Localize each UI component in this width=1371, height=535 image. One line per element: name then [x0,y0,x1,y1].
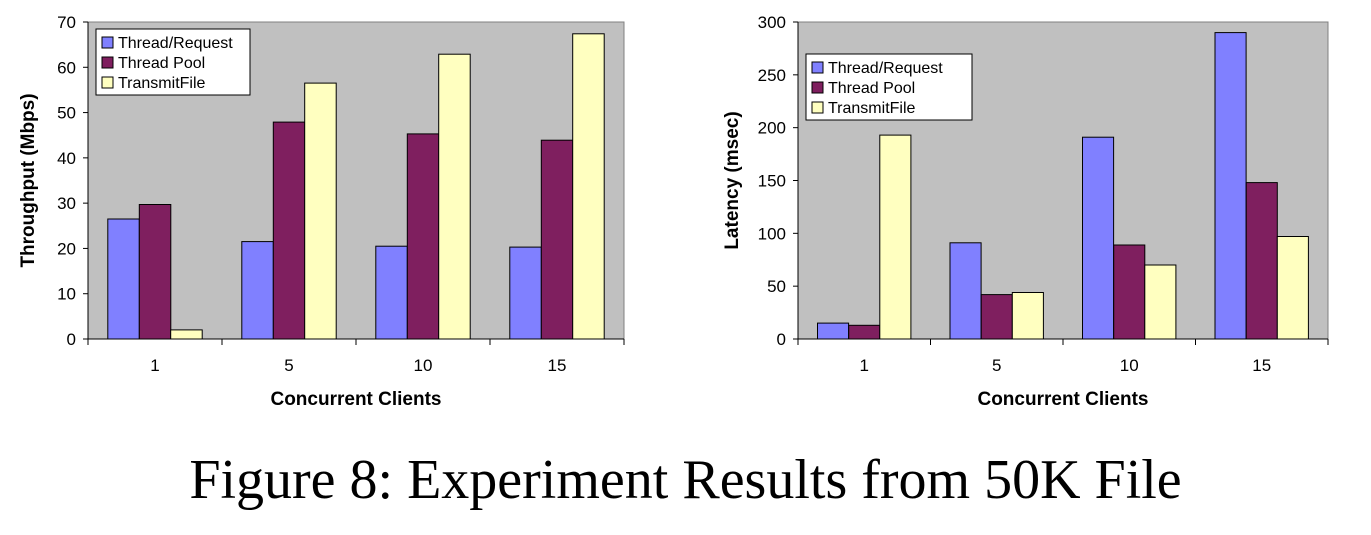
bar-thread-request-5 [949,242,982,340]
legend-label: TransmitFile [828,100,916,117]
bar-transmitfile-5 [304,82,337,340]
legend-box [95,28,251,96]
x-tick-label: 15 [1252,356,1271,375]
y-tick-label: 100 [758,224,786,243]
x-tick-label: 5 [992,356,1001,375]
x-tick-label: 1 [860,356,869,375]
bar-transmitfile-10 [1144,264,1177,340]
y-tick-label: 200 [758,119,786,138]
x-axis-title: Concurrent Clients [270,389,441,410]
bar-thread-pool-15 [540,139,574,340]
legend-swatch [811,61,824,74]
bar-thread-pool-15 [1245,182,1278,340]
y-tick-label: 150 [758,172,786,191]
y-tick-label: 50 [767,277,786,296]
bar-transmitfile-10 [438,53,471,340]
figure-caption: Figure 8: Experiment Results from 50K Fi… [189,449,1182,511]
y-axis-title: Latency (msec) [722,111,743,249]
bar-thread-pool-5 [980,294,1013,340]
bar-transmitfile-15 [572,33,605,340]
bar-transmitfile-1 [879,134,912,340]
y-tick-label: 300 [758,13,786,32]
y-tick-label: 30 [57,194,76,213]
y-axis-title: Throughput (Mbps) [18,93,39,267]
legend-label: Thread Pool [118,55,205,72]
legend-swatch [101,36,114,49]
bar-thread-request-1 [107,218,140,340]
bar-thread-request-10 [375,245,408,340]
legend-box [805,53,973,121]
legend-label: Thread/Request [118,35,233,52]
bar-thread-pool-10 [1113,244,1146,340]
bar-thread-request-10 [1082,136,1115,340]
y-tick-label: 70 [57,13,76,32]
bar-thread-request-15 [1214,32,1247,340]
bar-thread-pool-1 [848,324,881,340]
y-tick-label: 0 [777,330,786,349]
legend-swatch [101,56,114,69]
legend-swatch [811,101,824,114]
y-tick-label: 250 [758,66,786,85]
legend-swatch [811,81,824,94]
bar-thread-request-5 [241,241,274,340]
bar-thread-pool-5 [272,121,306,340]
legend-swatch [101,76,114,89]
bar-thread-request-1 [817,322,850,340]
bar-transmitfile-5 [1011,292,1044,340]
bar-transmitfile-1 [170,329,203,340]
x-axis-title: Concurrent Clients [977,389,1148,410]
x-tick-label: 15 [548,356,567,375]
bar-thread-pool-1 [138,204,172,340]
y-tick-label: 20 [57,239,76,258]
legend-label: Thread/Request [828,60,943,77]
legend-label: Thread Pool [828,80,915,97]
x-tick-label: 10 [1120,356,1139,375]
y-tick-label: 60 [57,58,76,77]
x-tick-label: 1 [150,356,159,375]
bar-thread-request-15 [509,246,542,340]
y-tick-label: 0 [67,330,76,349]
y-tick-label: 50 [57,104,76,123]
bar-thread-pool-10 [406,133,440,340]
bar-transmitfile-15 [1276,236,1309,340]
y-tick-label: 40 [57,149,76,168]
x-tick-label: 10 [414,356,433,375]
legend-label: TransmitFile [118,75,206,92]
x-tick-label: 5 [284,356,293,375]
y-tick-label: 10 [57,285,76,304]
